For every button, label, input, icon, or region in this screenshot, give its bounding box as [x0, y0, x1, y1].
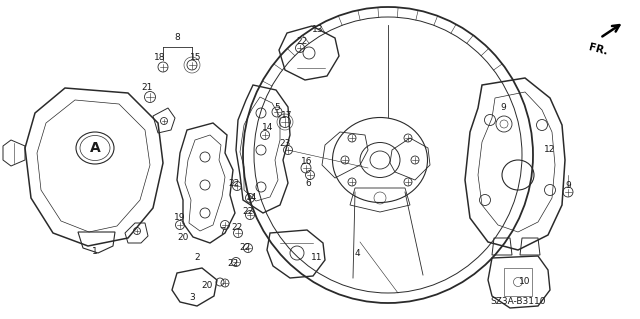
Text: 15: 15 — [190, 54, 202, 63]
Text: 5: 5 — [274, 102, 280, 112]
Text: 22: 22 — [243, 207, 253, 217]
Text: 20: 20 — [202, 280, 212, 290]
Text: FR.: FR. — [587, 42, 608, 57]
Text: 23: 23 — [279, 138, 291, 147]
Text: 22: 22 — [239, 243, 251, 253]
Text: 20: 20 — [177, 234, 189, 242]
Text: 4: 4 — [354, 249, 360, 257]
Text: 18: 18 — [154, 53, 166, 62]
Text: 7: 7 — [219, 227, 225, 236]
Text: 19: 19 — [174, 213, 186, 222]
Text: SZ3A-B3110: SZ3A-B3110 — [490, 298, 545, 307]
Text: 21: 21 — [141, 84, 153, 93]
Text: 14: 14 — [262, 123, 274, 132]
Text: 14: 14 — [246, 194, 258, 203]
Text: A: A — [90, 141, 100, 155]
Text: 9: 9 — [500, 103, 506, 113]
Text: 16: 16 — [301, 157, 313, 166]
Text: 22: 22 — [296, 38, 308, 47]
Text: 13: 13 — [312, 26, 324, 34]
Text: 10: 10 — [519, 278, 531, 286]
Text: 6: 6 — [305, 179, 311, 188]
Text: 22: 22 — [228, 179, 239, 188]
Text: 8: 8 — [174, 33, 180, 41]
Text: 3: 3 — [189, 293, 195, 302]
Text: 22: 22 — [232, 224, 243, 233]
Text: 17: 17 — [281, 110, 292, 120]
Text: 1: 1 — [92, 248, 98, 256]
Text: 22: 22 — [227, 258, 239, 268]
Text: 9: 9 — [565, 181, 571, 189]
Text: 12: 12 — [544, 145, 556, 154]
Text: 11: 11 — [311, 254, 323, 263]
Text: 2: 2 — [194, 254, 200, 263]
